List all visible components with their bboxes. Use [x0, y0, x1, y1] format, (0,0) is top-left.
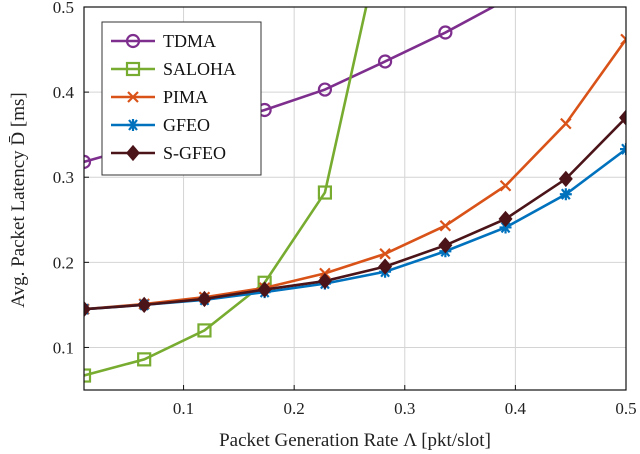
legend: TDMA SALOHA PIMA GFEO S-GFEO	[101, 21, 262, 176]
diamond-marker	[257, 281, 272, 298]
diamond-marker	[498, 210, 513, 228]
diamond-marker	[84, 300, 91, 318]
square-marker	[137, 352, 152, 367]
square-marker	[125, 61, 141, 77]
series-s-gfeo	[84, 109, 626, 318]
legend-label: TDMA	[163, 31, 216, 51]
asterisk-marker	[559, 188, 572, 201]
diamond-marker	[558, 170, 573, 188]
series-saloha	[84, 7, 368, 383]
asterisk-marker	[127, 119, 139, 131]
diamond-marker	[197, 290, 212, 308]
tick-labels: 0.1 0.2 0.3 0.4 0.5 0.1 0.2 0.3 0.4 0.5	[53, 0, 637, 418]
circle-marker	[125, 33, 141, 49]
circle-marker	[317, 82, 333, 97]
x-marker	[379, 248, 391, 260]
legend-label: GFEO	[163, 115, 210, 135]
legend-entry: S-GFEO	[111, 143, 226, 163]
series-line	[84, 7, 368, 377]
x-tick-label: 0.4	[505, 399, 527, 418]
diamond-marker	[438, 237, 453, 254]
legend-entry: PIMA	[111, 87, 208, 107]
y-tick-label: 0.5	[53, 0, 74, 17]
x-marker	[560, 117, 572, 130]
x-marker	[499, 179, 512, 192]
legend-label: PIMA	[163, 87, 208, 107]
legend-entry: SALOHA	[111, 59, 236, 79]
plot-frame	[83, 6, 627, 391]
diamond-marker	[619, 109, 626, 126]
x-marker	[439, 219, 452, 232]
y-tick-label: 0.3	[53, 168, 74, 187]
asterisk-marker	[499, 221, 512, 234]
y-tick-label: 0.1	[53, 338, 74, 357]
square-marker	[84, 368, 92, 383]
x-tick-label: 0.3	[394, 399, 415, 418]
y-axis-label: Avg. Packet Latency D̄ [ms]	[8, 92, 29, 307]
circle-marker	[503, 7, 508, 8]
legend-entry: GFEO	[111, 115, 210, 135]
legend-entry: TDMA	[111, 31, 216, 51]
diamond-marker	[317, 272, 332, 290]
y-tick-label: 0.2	[53, 253, 74, 272]
circle-marker	[84, 154, 92, 170]
x-tick-label: 0.2	[284, 399, 305, 418]
square-marker	[197, 323, 212, 338]
circle-marker	[377, 54, 393, 69]
series-line	[84, 116, 626, 311]
x-tick-label: 0.1	[173, 399, 194, 418]
square-marker	[317, 185, 333, 200]
diamond-marker	[137, 296, 152, 314]
legend-box	[101, 21, 262, 176]
diamond-marker	[126, 144, 140, 162]
x-marker	[127, 91, 139, 103]
diamond-marker	[378, 258, 393, 275]
x-marker	[620, 33, 626, 46]
y-tick-label: 0.4	[53, 83, 75, 102]
legend-label: SALOHA	[163, 59, 236, 79]
x-axis-label: Packet Generation Rate Λ [pkt/slot]	[219, 430, 491, 451]
circle-marker	[438, 25, 453, 40]
legend-label: S-GFEO	[163, 143, 226, 163]
x-tick-label: 0.5	[615, 399, 636, 418]
